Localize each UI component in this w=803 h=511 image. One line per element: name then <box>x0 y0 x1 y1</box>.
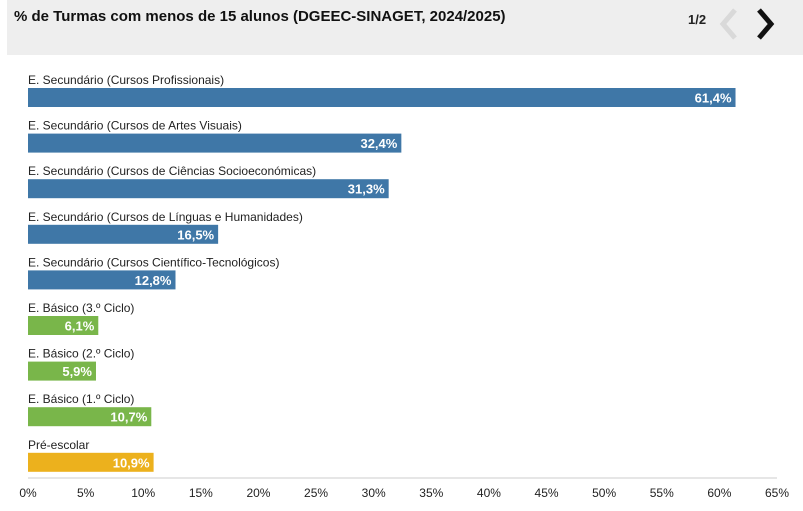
next-page-button[interactable] <box>752 6 778 42</box>
prev-page-button[interactable] <box>716 6 742 42</box>
value-label: 61,4% <box>695 91 732 106</box>
bar[interactable] <box>28 224 219 244</box>
x-tick-label: 20% <box>246 486 270 500</box>
x-tick-label: 5% <box>77 486 95 500</box>
bar[interactable] <box>28 316 99 335</box>
x-tick-label: 55% <box>650 486 674 500</box>
x-tick-label: 0% <box>19 486 37 500</box>
bar[interactable] <box>28 407 152 427</box>
bar[interactable] <box>28 88 736 107</box>
x-tick-label: 25% <box>304 486 328 500</box>
chart-header <box>7 0 803 55</box>
bar[interactable] <box>28 361 96 381</box>
chart-title: % de Turmas com menos de 15 alunos (DGEE… <box>14 8 506 25</box>
category-label: E. Secundário (Cursos de Artes Visuais) <box>28 119 242 133</box>
value-label: 32,4% <box>360 136 397 151</box>
chevron-right-icon <box>757 8 775 40</box>
category-label: E. Secundário (Cursos de Ciências Socioe… <box>28 164 316 178</box>
bar[interactable] <box>28 179 389 199</box>
x-tick-label: 35% <box>419 486 443 500</box>
value-label: 12,8% <box>135 273 172 288</box>
category-label: Pré-escolar <box>28 438 89 452</box>
x-tick-label: 50% <box>592 486 616 500</box>
value-label: 10,9% <box>113 455 150 470</box>
x-tick-label: 45% <box>535 486 559 500</box>
x-tick-label: 60% <box>707 486 731 500</box>
value-label: 10,7% <box>110 410 147 425</box>
x-tick-label: 15% <box>189 486 213 500</box>
value-label: 16,5% <box>177 227 214 242</box>
page-indicator: 1/2 <box>688 12 707 27</box>
bar[interactable] <box>28 133 402 153</box>
value-label: 5,9% <box>62 364 92 379</box>
category-label: E. Básico (1.º Ciclo) <box>28 392 134 406</box>
x-tick-label: 10% <box>131 486 155 500</box>
category-label: E. Secundário (Cursos Profissionais) <box>28 73 224 87</box>
x-tick-label: 40% <box>477 486 501 500</box>
bar[interactable] <box>28 452 154 472</box>
x-tick-label: 65% <box>765 486 789 500</box>
category-label: E. Secundário (Cursos de Línguas e Human… <box>28 210 303 224</box>
category-label: E. Secundário (Cursos Científico-Tecnoló… <box>28 255 279 269</box>
category-label: E. Básico (2.º Ciclo) <box>28 347 134 361</box>
x-tick-label: 30% <box>362 486 386 500</box>
category-label: E. Básico (3.º Ciclo) <box>28 301 134 315</box>
chevron-left-icon <box>719 8 737 40</box>
bar[interactable] <box>28 270 176 290</box>
value-label: 6,1% <box>65 319 95 334</box>
value-label: 31,3% <box>348 182 385 197</box>
